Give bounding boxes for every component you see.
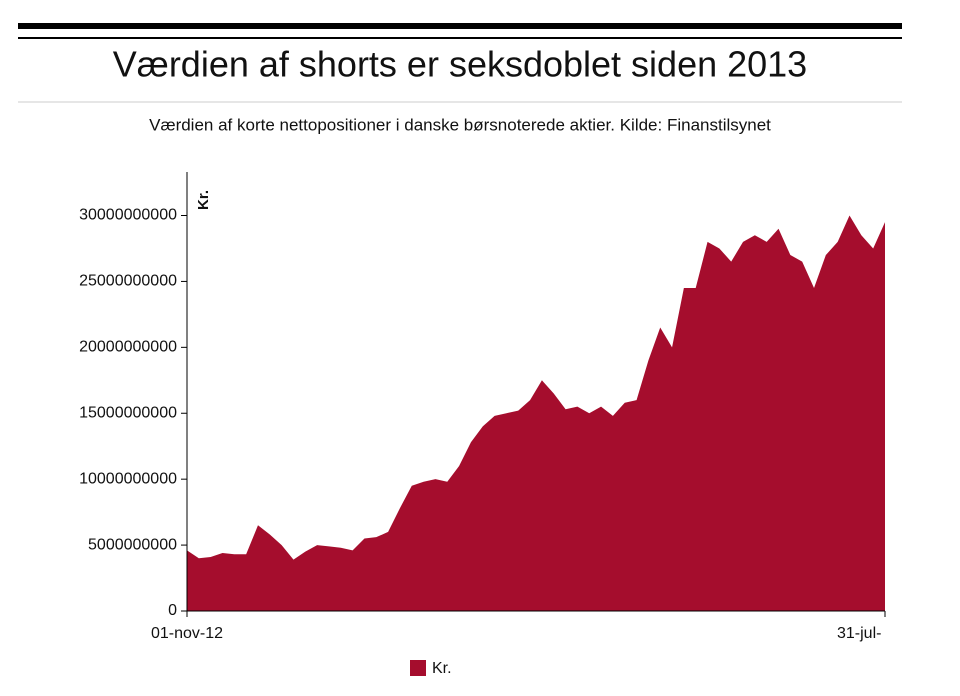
top-rule-thin — [18, 37, 902, 39]
y-tick-label: 30000000000 — [79, 207, 177, 224]
chart-title: Værdien af shorts er seksdoblet siden 20… — [113, 44, 807, 85]
y-tick-label: 25000000000 — [79, 273, 177, 290]
x-tick-label: 01-nov-12 — [151, 625, 223, 642]
chart-subtitle: Værdien af korte nettopositioner i dansk… — [149, 115, 771, 134]
y-tick-label: 20000000000 — [79, 339, 177, 356]
x-tick-label: 31-jul- — [837, 625, 881, 642]
legend-swatch — [410, 660, 426, 676]
legend-label: Kr. — [432, 660, 452, 677]
top-rule — [18, 23, 902, 29]
y-axis-label: Kr. — [195, 190, 212, 210]
area — [187, 215, 885, 611]
y-tick-label: 10000000000 — [79, 470, 177, 487]
y-tick-label: 5000000000 — [88, 536, 177, 553]
y-tick-label: 15000000000 — [79, 404, 177, 421]
y-tick-label: 0 — [168, 602, 177, 619]
